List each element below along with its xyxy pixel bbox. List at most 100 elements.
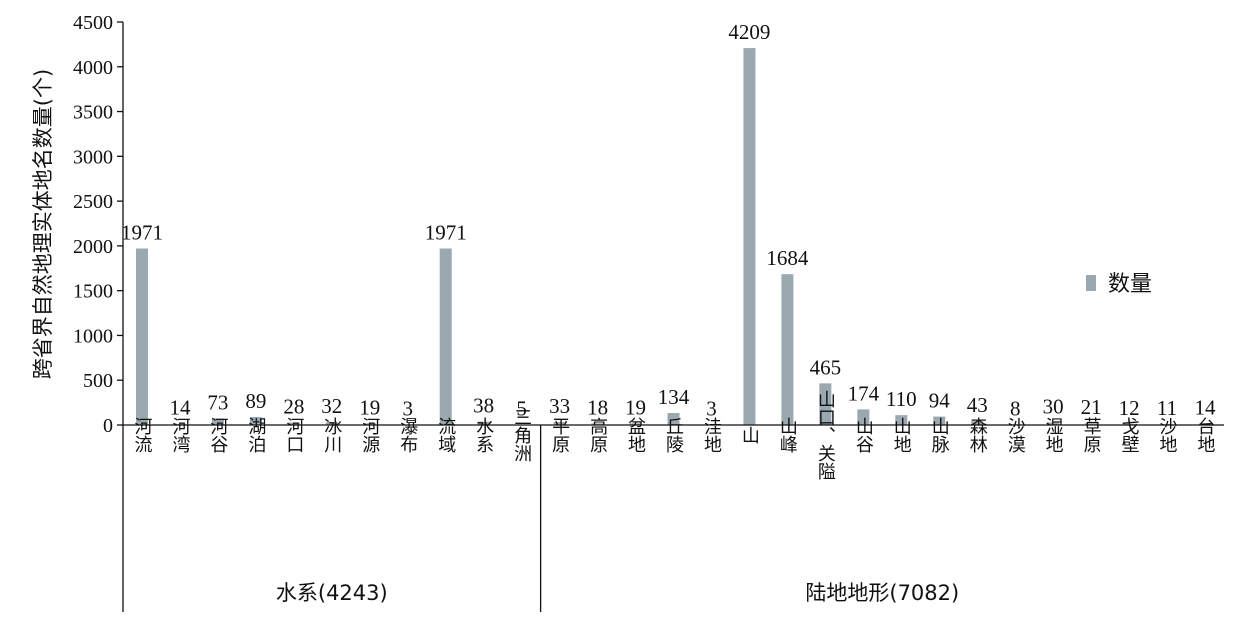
y-tick-label: 2000	[73, 236, 113, 258]
x-tick-label: 水系	[473, 417, 494, 453]
data-label: 11	[1157, 396, 1177, 420]
bar	[933, 416, 946, 425]
y-tick-label: 2500	[73, 191, 113, 213]
bar	[553, 422, 566, 425]
data-label: 465	[810, 355, 842, 379]
legend-label: 数量	[1108, 272, 1152, 297]
y-tick-label: 1500	[73, 281, 113, 303]
legend: 数量	[1086, 272, 1152, 297]
x-tick-label: 沙地	[1157, 417, 1178, 453]
data-label: 18	[587, 395, 608, 419]
x-tick-label: 山地	[891, 417, 912, 453]
bar	[1047, 422, 1060, 425]
data-label: 32	[321, 394, 342, 418]
data-label: 94	[929, 389, 951, 413]
bars	[135, 48, 1212, 426]
x-tick-label: 冰川	[321, 417, 342, 453]
bar	[477, 421, 490, 425]
bar	[591, 423, 604, 425]
bar	[629, 423, 642, 425]
data-label: 73	[207, 390, 228, 414]
x-tick-label: 河流	[131, 417, 152, 453]
y-axis-label: 跨省界自然地理实体地名数量(个)	[31, 69, 55, 379]
data-label: 30	[1043, 394, 1064, 418]
x-tick-label: 洼地	[701, 417, 722, 453]
x-tick-label: 三角洲	[511, 408, 532, 462]
y-tick-label: 0	[103, 415, 113, 437]
data-label: 38	[473, 394, 494, 418]
x-tick-label: 山谷	[853, 417, 874, 453]
y-tick-label: 4000	[73, 57, 113, 79]
group-label: 陆地地形(7082)	[805, 581, 959, 605]
group-label: 水系(4243)	[276, 581, 388, 605]
y-tick-label: 500	[83, 370, 113, 392]
bar	[743, 48, 756, 425]
legend-swatch	[1086, 275, 1096, 291]
bar	[667, 412, 680, 425]
x-tick-label: 沙漠	[1005, 417, 1026, 453]
data-label: 89	[245, 389, 266, 413]
data-label: 19	[359, 395, 380, 419]
x-tick-label: 山脉	[929, 417, 950, 453]
data-label: 1684	[766, 246, 809, 270]
bar	[135, 248, 148, 425]
bar	[819, 383, 832, 425]
x-tick-label: 河源	[359, 417, 380, 454]
data-label: 174	[848, 381, 880, 405]
bar	[1085, 423, 1098, 425]
x-tick-label: 平原	[549, 417, 570, 453]
y-tick-label: 3500	[73, 102, 113, 124]
data-label: 12	[1119, 396, 1140, 420]
bar	[895, 415, 908, 425]
data-label: 110	[886, 387, 917, 411]
x-tick-label: 湖泊	[245, 417, 266, 453]
data-label: 5	[516, 397, 527, 421]
y-tick-label: 3000	[73, 146, 113, 168]
bar	[857, 409, 870, 425]
data-label: 8	[1010, 396, 1021, 420]
x-tick-label: 丘陵	[663, 417, 684, 453]
data-label: 1971	[425, 220, 467, 244]
bar	[325, 422, 338, 425]
x-tick-label: 河湾	[169, 417, 190, 454]
data-label: 21	[1081, 395, 1102, 419]
data-label: 19	[625, 395, 646, 419]
x-tick-label: 山	[739, 426, 760, 444]
data-label: 28	[283, 394, 304, 418]
bar	[249, 417, 262, 425]
x-tick-label: 湿地	[1043, 417, 1064, 453]
bar	[971, 421, 984, 425]
bar	[363, 423, 376, 425]
x-tick-label: 森林	[967, 417, 988, 453]
data-label: 3	[402, 397, 413, 421]
data-labels: 1971 14 73 89 28 32 19 3 1971 38 5 33 18 19 134 3 4209 16…	[121, 20, 1216, 421]
x-tick-label: 流域	[435, 417, 456, 453]
x-tick-label: 河谷	[207, 417, 228, 453]
bar	[781, 274, 794, 425]
x-tick-label: 山口、关隘	[815, 390, 836, 480]
x-tick-label: 山峰	[777, 417, 798, 453]
x-tick-label: 瀑布	[397, 417, 418, 453]
bar	[287, 422, 300, 425]
data-label: 33	[549, 394, 570, 418]
bar	[439, 248, 452, 425]
x-tick-label: 草原	[1081, 417, 1102, 453]
bar	[211, 418, 224, 425]
data-label: 14	[169, 396, 191, 420]
x-tick-label: 高原	[587, 417, 608, 453]
y-axis: 0 500 1000 1500 2000 2500 3000 3500 4000 4500	[73, 12, 124, 612]
data-label: 134	[658, 385, 690, 409]
data-label: 43	[967, 393, 988, 417]
x-tick-label: 台地	[1195, 417, 1216, 453]
y-tick-label: 1000	[73, 325, 113, 347]
y-tick-label: 4500	[73, 12, 113, 34]
x-tick-label: 盆地	[625, 417, 646, 453]
x-tick-label: 戈壁	[1119, 417, 1140, 453]
data-label: 14	[1195, 396, 1217, 420]
x-tick-label: 河口	[283, 417, 304, 453]
data-label: 3	[706, 397, 717, 421]
x-axis: 河流 河湾 河谷 湖泊 河口 冰川 河源 瀑布 流域 水系 三角洲 平原 高原 盆地 丘陵 洼地山山峰 山口、关…	[123, 390, 1224, 612]
data-label: 1971	[121, 220, 163, 244]
data-label: 4209	[728, 20, 770, 44]
